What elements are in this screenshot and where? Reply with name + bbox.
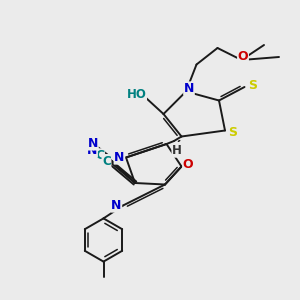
Text: S: S [248, 79, 257, 92]
Text: N: N [88, 137, 98, 150]
Text: C: C [95, 149, 104, 162]
Text: N: N [114, 151, 124, 164]
Text: O: O [238, 50, 248, 63]
Text: S: S [229, 126, 238, 140]
Text: N: N [184, 82, 194, 95]
Text: HO: HO [127, 88, 146, 101]
Text: N: N [111, 199, 122, 212]
Text: H: H [172, 144, 182, 157]
Text: O: O [183, 158, 194, 172]
Text: N: N [87, 143, 97, 157]
Text: C: C [102, 154, 111, 168]
